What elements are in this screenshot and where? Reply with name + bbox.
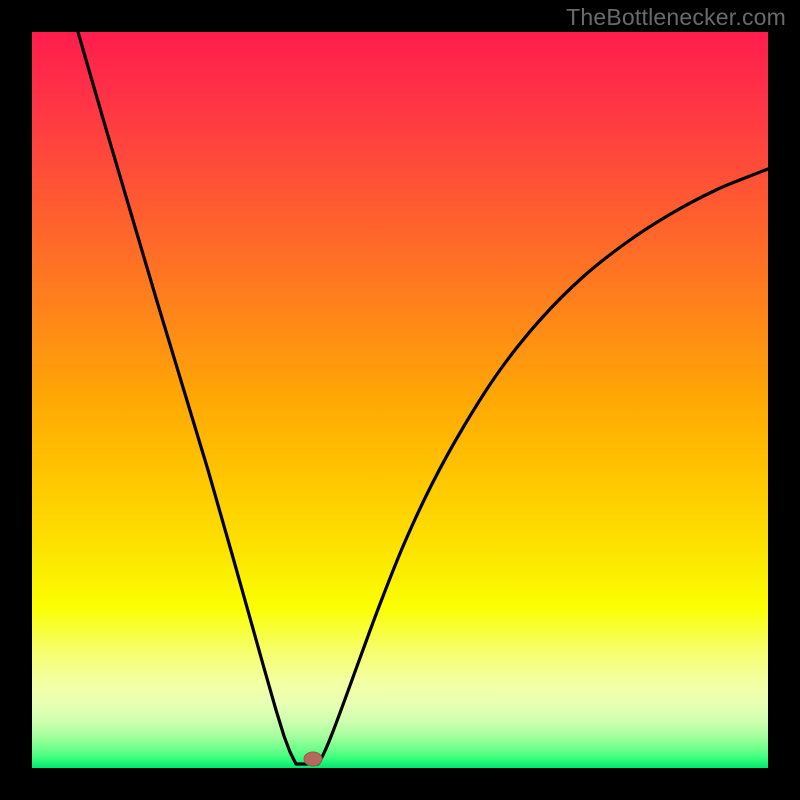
bottleneck-curve [32, 32, 768, 768]
curve-path [78, 32, 768, 764]
chart-frame: TheBottlenecker.com [0, 0, 800, 800]
watermark-text: TheBottlenecker.com [566, 4, 786, 31]
plot-area [32, 32, 768, 768]
optimum-marker [304, 752, 322, 766]
